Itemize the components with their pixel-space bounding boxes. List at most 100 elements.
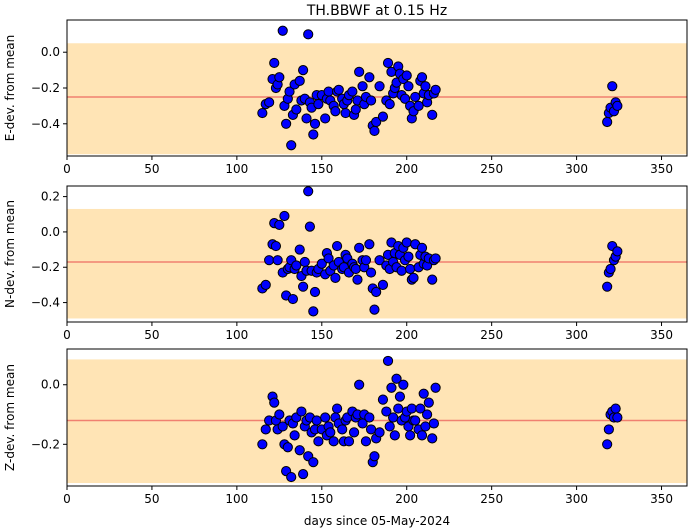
- data-point: [316, 258, 327, 269]
- x-tick-label: 300: [565, 162, 588, 176]
- data-point: [382, 355, 394, 367]
- axes-frame-z: [66, 348, 688, 487]
- data-point: [374, 81, 385, 92]
- data-point: [272, 255, 283, 266]
- panel-e: 0 50 100 150 200 250 300 350 0.0 −0.2 −0.4 E-dev. f…: [3, 19, 688, 176]
- x-tick-label: 150: [310, 328, 333, 342]
- data-point: [382, 57, 394, 69]
- data-point: [286, 471, 297, 483]
- data-point: [286, 140, 297, 151]
- data-point: [399, 93, 411, 104]
- data-point: [374, 255, 385, 266]
- data-point: [401, 237, 412, 248]
- data-point: [607, 81, 618, 92]
- data-point: [282, 442, 293, 453]
- data-point: [389, 430, 400, 441]
- data-point: [311, 415, 322, 426]
- y-tick-label: 0.0: [41, 378, 60, 392]
- x-tick-label: 100: [225, 328, 248, 342]
- x-tick-label: 0: [63, 492, 71, 506]
- data-point: [350, 263, 361, 275]
- band-e: [67, 43, 687, 155]
- data-point: [299, 256, 310, 268]
- x-tick-label: 200: [395, 162, 418, 176]
- data-point: [294, 445, 305, 456]
- data-point: [333, 84, 344, 95]
- data-point: [612, 246, 623, 257]
- data-point: [270, 240, 282, 252]
- x-tick-label: 200: [395, 328, 418, 342]
- data-point: [320, 113, 331, 124]
- x-tick-label: 200: [395, 492, 418, 506]
- data-point: [422, 409, 433, 420]
- data-point: [330, 272, 341, 283]
- data-point: [298, 65, 309, 76]
- data-point: [309, 118, 321, 129]
- chart-title: TH.BBWF at 0.15 Hz: [306, 3, 447, 19]
- data-point: [612, 100, 623, 111]
- data-point: [347, 86, 358, 97]
- x-tick-label: 250: [480, 162, 503, 176]
- data-point: [294, 75, 305, 86]
- y-axis-label-n: N-dev. from mean: [3, 200, 17, 308]
- data-point: [331, 403, 343, 414]
- data-point: [354, 66, 365, 77]
- data-point: [264, 255, 275, 266]
- y-axis-label-e: E-dev. from mean: [3, 35, 17, 141]
- data-point: [377, 111, 389, 122]
- data-point: [330, 106, 341, 117]
- data-point: [274, 409, 285, 420]
- data-point: [415, 403, 426, 414]
- data-point: [430, 382, 441, 393]
- data-point: [296, 406, 307, 417]
- data-point: [427, 274, 438, 285]
- y-tick-label: −0.2: [31, 81, 60, 95]
- data-point: [416, 430, 428, 441]
- data-point: [430, 253, 441, 264]
- panel-n: 0 50 100 150 200 250 300 350 0.2 0.0 −0.2 −0.4 N-dev…: [3, 185, 688, 342]
- data-point: [357, 81, 368, 92]
- data-point: [354, 242, 365, 253]
- data-point: [602, 116, 613, 128]
- data-point: [365, 424, 377, 435]
- data-point: [274, 72, 285, 83]
- data-point: [331, 240, 343, 252]
- data-point: [274, 219, 285, 230]
- data-point: [403, 251, 414, 262]
- y-axis-label-z: Z-dev. from mean: [3, 364, 17, 471]
- data-point: [410, 415, 421, 426]
- data-point: [369, 451, 380, 462]
- data-point: [403, 81, 414, 92]
- data-point: [377, 394, 389, 405]
- x-tick-label: 50: [144, 162, 159, 176]
- x-tick-label: 300: [565, 492, 588, 506]
- data-point: [384, 99, 395, 110]
- data-point: [408, 272, 419, 283]
- data-point: [405, 430, 416, 441]
- x-tick-label: 150: [310, 492, 333, 506]
- data-point: [423, 397, 434, 408]
- x-tick-label: 350: [650, 328, 673, 342]
- y-tick-label: −0.2: [31, 437, 60, 451]
- x-tick-label: 50: [144, 492, 159, 506]
- data-point: [394, 391, 406, 402]
- data-point: [364, 239, 375, 250]
- data-point: [257, 107, 268, 119]
- data-point: [277, 421, 288, 432]
- data-point: [418, 388, 429, 399]
- data-point: [369, 125, 380, 137]
- y-tick-label: 0.2: [41, 190, 60, 204]
- data-point: [401, 70, 412, 81]
- data-point: [365, 95, 377, 106]
- data-point: [257, 439, 268, 450]
- data-point: [269, 57, 280, 69]
- data-point: [364, 72, 375, 83]
- data-point: [348, 427, 360, 438]
- y-tick-label: 0.0: [41, 225, 60, 239]
- data-point: [388, 412, 399, 423]
- data-point: [605, 263, 616, 275]
- data-point: [371, 286, 382, 298]
- data-point: [377, 279, 389, 291]
- y-tick-label: −0.4: [31, 117, 60, 131]
